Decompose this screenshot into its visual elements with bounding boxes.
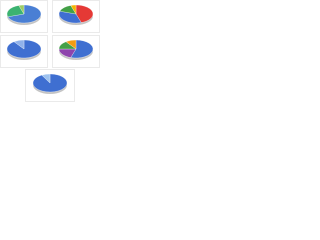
pie-slice (13, 39, 25, 50)
pie-slice (41, 73, 51, 84)
pie-slice (18, 4, 25, 15)
pie-slice (70, 4, 77, 15)
pie-slice (58, 11, 82, 24)
page: {"chart_data": [ {"type": "pie", "values… (0, 0, 100, 102)
dashboard (0, 0, 100, 102)
pie-slice (75, 4, 94, 23)
pie-slice (65, 39, 77, 50)
pie-slice (70, 39, 94, 59)
pie-slice (7, 4, 42, 24)
